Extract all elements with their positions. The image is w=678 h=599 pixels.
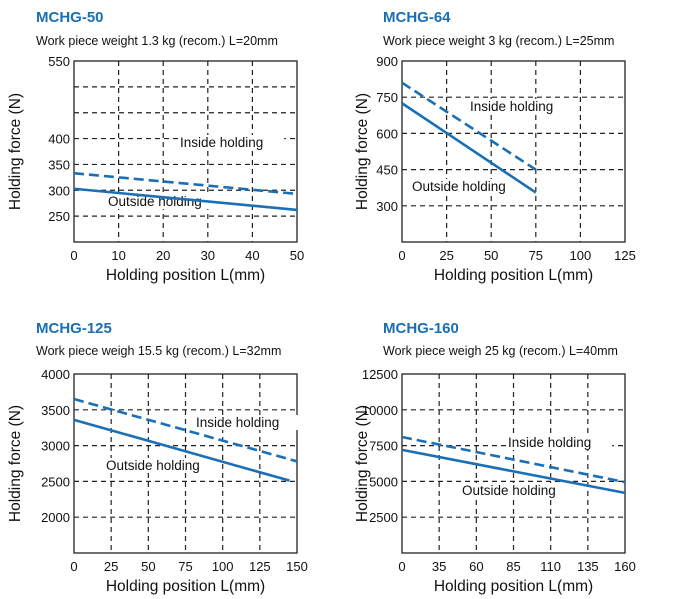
y-tick-label: 600 bbox=[376, 126, 398, 141]
x-tick-label: 40 bbox=[245, 248, 259, 263]
series-line-outside-holding bbox=[73, 187, 298, 212]
y-tick-label: 3000 bbox=[41, 439, 70, 454]
y-tick-label: 2000 bbox=[41, 510, 70, 525]
x-tick-label: 85 bbox=[506, 559, 520, 574]
x-tick-label: 100 bbox=[212, 559, 234, 574]
series-label: Inside holding bbox=[508, 435, 591, 450]
chart-subtitle: Work piece weigh 15.5 kg (recom.) L=32mm bbox=[36, 344, 281, 358]
series-label: Inside holding bbox=[470, 99, 553, 114]
x-tick-label: 125 bbox=[614, 248, 636, 263]
series-line-inside-holding bbox=[401, 81, 537, 171]
plot-frame bbox=[401, 60, 626, 243]
series-label-bg bbox=[194, 415, 301, 430]
series-label-bg bbox=[468, 99, 575, 114]
y-tick-label: 300 bbox=[48, 183, 70, 198]
series-label-bg bbox=[460, 483, 574, 498]
chart-subtitle: Work piece weigh 25 kg (recom.) L=40mm bbox=[383, 344, 618, 358]
y-tick-label: 750 bbox=[376, 90, 398, 105]
x-tick-label: 75 bbox=[178, 559, 192, 574]
series-line-inside-holding bbox=[73, 397, 298, 463]
series-line-outside-holding bbox=[401, 448, 626, 495]
series-label-bg bbox=[106, 194, 220, 209]
y-axis-label: Holding force (N) bbox=[7, 93, 24, 210]
chart-title: MCHG-50 bbox=[36, 9, 104, 26]
x-axis-label: Holding position L(mm) bbox=[434, 578, 593, 595]
y-tick-label: 10000 bbox=[362, 403, 398, 418]
x-tick-label: 20 bbox=[156, 248, 170, 263]
y-tick-label: 400 bbox=[48, 132, 70, 147]
x-tick-label: 25 bbox=[104, 559, 118, 574]
chart-title: MCHG-160 bbox=[383, 320, 459, 337]
y-tick-label: 550 bbox=[48, 54, 70, 69]
series-label: Outside holding bbox=[462, 483, 556, 498]
y-axis-label: Holding force (N) bbox=[354, 93, 371, 210]
chart-subtitle: Work piece weight 1.3 kg (recom.) L=20mm bbox=[36, 34, 278, 48]
y-tick-label: 350 bbox=[48, 157, 70, 172]
y-tick-label: 900 bbox=[376, 54, 398, 69]
y-tick-label: 450 bbox=[376, 163, 398, 178]
y-tick-label: 250 bbox=[48, 209, 70, 224]
x-tick-label: 0 bbox=[70, 248, 77, 263]
x-tick-label: 25 bbox=[439, 248, 453, 263]
x-axis-label: Holding position L(mm) bbox=[106, 267, 265, 284]
x-tick-label: 150 bbox=[286, 559, 308, 574]
y-tick-label: 5000 bbox=[369, 474, 398, 489]
x-tick-label: 50 bbox=[141, 559, 155, 574]
y-tick-label: 2500 bbox=[369, 510, 398, 525]
x-tick-label: 30 bbox=[201, 248, 215, 263]
y-tick-label: 3500 bbox=[41, 403, 70, 418]
x-tick-label: 135 bbox=[577, 559, 599, 574]
x-tick-label: 10 bbox=[111, 248, 125, 263]
x-tick-label: 110 bbox=[540, 559, 561, 574]
series-line-inside-holding bbox=[73, 171, 298, 196]
series-label: Inside holding bbox=[196, 415, 279, 430]
plot-frame bbox=[73, 373, 298, 554]
series-label-bg bbox=[506, 435, 613, 450]
plot-frame bbox=[73, 60, 298, 243]
x-tick-label: 50 bbox=[484, 248, 498, 263]
series-label-bg bbox=[410, 179, 524, 194]
y-tick-label: 12500 bbox=[362, 367, 398, 382]
chart-subtitle: Work piece weight 3 kg (recom.) L=25mm bbox=[383, 34, 614, 48]
x-tick-label: 0 bbox=[398, 559, 405, 574]
x-axis-label: Holding position L(mm) bbox=[434, 267, 593, 284]
series-label: Inside holding bbox=[180, 135, 263, 150]
x-tick-label: 50 bbox=[290, 248, 304, 263]
series-label-bg bbox=[104, 458, 218, 473]
x-tick-label: 160 bbox=[614, 559, 636, 574]
x-tick-label: 0 bbox=[70, 559, 77, 574]
chart-title: MCHG-64 bbox=[383, 9, 451, 26]
x-tick-label: 35 bbox=[432, 559, 446, 574]
chart-title: MCHG-125 bbox=[36, 320, 112, 337]
y-axis-label: Holding force (N) bbox=[354, 405, 371, 522]
series-label: Outside holding bbox=[412, 179, 506, 194]
y-axis-label: Holding force (N) bbox=[7, 405, 24, 522]
y-tick-label: 300 bbox=[376, 199, 398, 214]
y-tick-label: 2500 bbox=[41, 474, 70, 489]
y-tick-label: 7500 bbox=[369, 439, 398, 454]
x-tick-label: 0 bbox=[398, 248, 405, 263]
series-label-bg bbox=[178, 135, 285, 150]
series-line-outside-holding bbox=[401, 102, 537, 194]
plot-frame bbox=[401, 373, 626, 554]
x-tick-label: 75 bbox=[529, 248, 543, 263]
x-tick-label: 125 bbox=[249, 559, 271, 574]
series-line-inside-holding bbox=[401, 435, 626, 484]
y-tick-label: 4000 bbox=[41, 367, 70, 382]
series-label: Outside holding bbox=[106, 458, 200, 473]
x-tick-label: 100 bbox=[570, 248, 592, 263]
x-tick-label: 60 bbox=[469, 559, 483, 574]
series-line-outside-holding bbox=[73, 418, 290, 482]
x-axis-label: Holding position L(mm) bbox=[106, 578, 265, 595]
